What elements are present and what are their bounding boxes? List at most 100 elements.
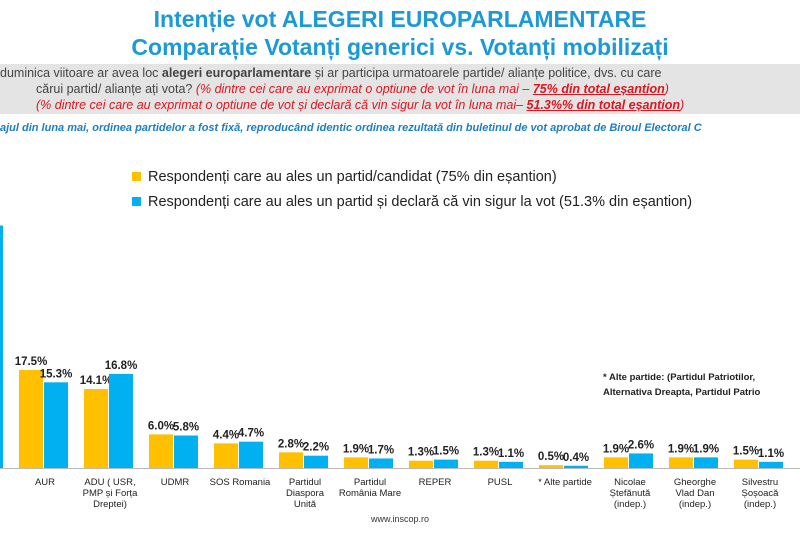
value-label: 0.5%: [538, 451, 564, 463]
value-label: 16.8%: [105, 360, 138, 372]
value-label: 1.9%: [668, 443, 694, 455]
bar: [474, 460, 498, 468]
x-tick-line: * Alte partide: [538, 477, 592, 488]
bar: [629, 453, 653, 468]
question-line: cărui partid/ alianțe ați vota? (% dintr…: [36, 81, 669, 97]
bar: [669, 457, 693, 468]
question-text: alegeri europarlamentare: [161, 66, 312, 80]
footer: www.inscop.ro: [370, 514, 429, 524]
x-tick-label: ADU ( USR, PMP și Forța Dreptei): [83, 477, 138, 510]
x-tick-label: UDMR: [161, 477, 190, 488]
x-tick-line: Șoșoacă: [742, 488, 780, 499]
value-label: 1.1%: [498, 448, 524, 460]
question-text: (% dintre cei care au exprimat o optiune…: [36, 98, 527, 112]
bar: [214, 443, 238, 468]
question-text: ): [680, 98, 685, 112]
bar: [369, 458, 393, 468]
value-label: 2.2%: [303, 442, 329, 454]
bar: [44, 382, 68, 468]
x-tick-label: Partidul România Mare: [339, 477, 401, 499]
value-label: 1.9%: [603, 443, 629, 455]
x-tick-label: SOS Romania: [210, 477, 271, 488]
legend-label: Respondenți care au ales un partid și de…: [148, 194, 692, 210]
x-tick-line: Silvestru: [742, 477, 778, 488]
bar: [344, 457, 368, 468]
bar: [499, 461, 523, 468]
x-tick-line: Vlad Dan: [675, 488, 714, 499]
question-text: și ar participa urmatoarele partide/ ali…: [311, 66, 662, 80]
bar: [734, 459, 758, 468]
x-tick-line: (indep.): [679, 499, 711, 510]
value-label: 0.4%: [563, 452, 589, 464]
bar: [109, 373, 133, 468]
value-label: 1.3%: [408, 447, 434, 459]
bar: [304, 455, 328, 468]
x-tick-line: SOS Romania: [210, 477, 271, 488]
bar: [279, 452, 303, 468]
question-line: (% dintre cei care au exprimat o optiune…: [36, 97, 684, 113]
question-box: duminica viitoare ar avea loc alegeri eu…: [0, 64, 800, 114]
bar: [539, 465, 563, 468]
x-tick-label: Partidul Diaspora Unită: [286, 477, 325, 510]
legend-label: Respondenți care au ales un partid/candi…: [148, 169, 557, 185]
x-tick-label: AUR: [35, 477, 55, 488]
x-tick-line: UDMR: [161, 477, 190, 488]
value-label: 2.8%: [278, 438, 304, 450]
question-text: (% dintre cei care au exprimat o optiune…: [195, 82, 533, 96]
x-tick-line: Diaspora: [286, 488, 325, 499]
value-label: 1.5%: [433, 446, 459, 458]
x-tick-label: PUSL: [488, 477, 513, 488]
x-tick-line: Ștefănută: [610, 488, 651, 499]
question-text: duminica viitoare ar avea loc: [0, 66, 162, 80]
subtitle: Comparație Votanți generici vs. Votanți …: [131, 34, 669, 60]
question-text: 75% din total eșantion: [532, 82, 665, 96]
legend-swatch: [132, 172, 141, 181]
bar: [759, 461, 783, 468]
question-text: cărui partid/ alianțe ați vota?: [36, 82, 196, 96]
value-label: 1.5%: [733, 446, 759, 458]
x-tick-line: Gheorghe: [674, 477, 716, 488]
method-note: ajul din luna mai, ordinea partidelor a …: [0, 122, 702, 134]
x-tick-line: Partidul: [289, 477, 321, 488]
value-label: 4.7%: [238, 428, 264, 440]
x-tick-label: * Alte partide: [538, 477, 592, 488]
bar: [84, 389, 108, 468]
question-line: duminica viitoare ar avea loc alegeri eu…: [0, 65, 661, 81]
x-tick-label: Gheorghe Vlad Dan (indep.): [674, 477, 716, 510]
title: Intenție vot ALEGERI EUROPARLAMENTARE: [153, 6, 647, 32]
x-tick-label: Nicolae Ștefănută (indep.): [610, 477, 651, 510]
x-tick-line: (indep.): [614, 499, 646, 510]
x-tick-label: REPER: [419, 477, 452, 488]
value-label: 1.9%: [343, 443, 369, 455]
x-tick-line: (indep.): [744, 499, 776, 510]
value-label: 4.4%: [213, 429, 239, 441]
value-label: 1.1%: [758, 448, 784, 460]
value-label: 1.9%: [693, 443, 719, 455]
note: Alternativa Dreapta, Partidul Patrio: [603, 387, 761, 398]
bar: [604, 457, 628, 468]
question-text: ): [664, 82, 669, 96]
x-tick-line: Nicolae: [614, 477, 646, 488]
bar: [409, 460, 433, 468]
bar: [434, 459, 458, 468]
value-label: 14.1%: [80, 375, 113, 387]
bar: [174, 435, 198, 468]
bar: [564, 465, 588, 468]
legend-swatch: [132, 197, 141, 206]
x-tick-line: REPER: [419, 477, 452, 488]
x-tick-line: Unită: [294, 499, 317, 510]
value-label: 15.3%: [40, 368, 73, 380]
value-label: 6.0%: [148, 420, 174, 432]
x-tick-line: PUSL: [488, 477, 513, 488]
x-tick-line: Partidul: [354, 477, 386, 488]
x-tick-line: Dreptei): [93, 499, 127, 510]
value-label: 5.8%: [173, 422, 199, 434]
question-text: 51.3%% din total eșantion: [526, 98, 681, 112]
note: * Alte partide: (Partidul Patriotilor,: [603, 372, 755, 383]
x-tick-line: România Mare: [339, 488, 401, 499]
value-label: 1.3%: [473, 447, 499, 459]
bar: [239, 441, 263, 468]
x-tick-line: PMP și Forța: [83, 488, 138, 499]
